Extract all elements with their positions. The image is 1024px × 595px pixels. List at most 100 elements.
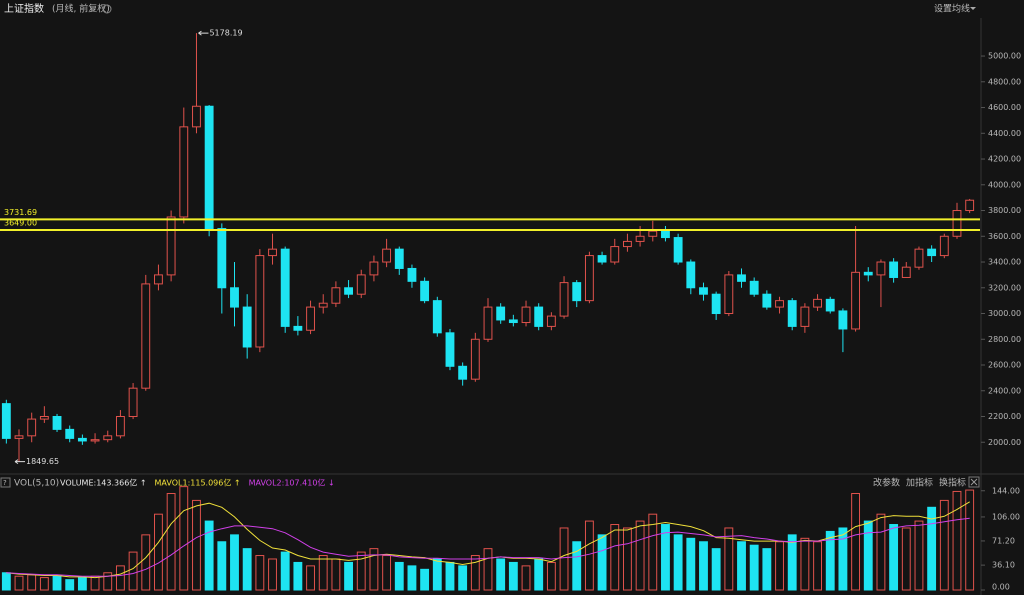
volume-bar	[90, 575, 100, 591]
volume-bar	[762, 548, 772, 591]
subtitle: (月线, 前复权)	[52, 3, 110, 15]
candle-body	[610, 246, 620, 263]
candle-body	[838, 310, 848, 330]
volume-bar	[27, 574, 37, 591]
candle-body	[255, 255, 265, 348]
y-tick-label: 3000.00	[988, 309, 1021, 318]
settings-icon[interactable]	[102, 4, 112, 14]
settings-button[interactable]: 设置均线	[934, 3, 970, 15]
volume-bar	[876, 513, 886, 591]
volume-bar	[65, 579, 75, 591]
candle-body	[584, 255, 594, 302]
close-mark	[970, 478, 978, 486]
candle-body	[927, 248, 937, 257]
candle-body	[470, 338, 480, 380]
candle-body	[686, 261, 696, 289]
candle-body	[27, 418, 37, 437]
volume-bar	[800, 537, 810, 591]
y-tick-label: 3800.00	[988, 206, 1021, 215]
volume-bar	[521, 565, 531, 591]
volume-bar	[661, 524, 670, 591]
candle-body	[597, 255, 607, 263]
volume-bar	[344, 561, 354, 591]
volume-bar	[711, 548, 721, 591]
candle-body	[483, 306, 493, 340]
max-arrow	[198, 30, 209, 36]
dropdown-arrow	[970, 7, 976, 10]
candle-body	[394, 248, 404, 269]
candle-body	[825, 298, 835, 312]
volume-bar	[103, 572, 113, 591]
volume-bar	[52, 575, 62, 591]
candle-body	[217, 228, 227, 289]
close-icon[interactable]	[968, 476, 980, 488]
volume-bar	[939, 499, 949, 591]
help-icon[interactable]	[0, 477, 11, 488]
candle-body	[154, 274, 163, 285]
candle-body	[851, 271, 861, 330]
volume-bar	[217, 541, 227, 591]
candle-body	[204, 105, 214, 230]
candle-body	[876, 261, 886, 276]
title: 上证指数	[4, 2, 44, 15]
y-tick-label: 4800.00	[988, 77, 1021, 86]
indicator-button[interactable]: 改参数	[873, 477, 900, 489]
help-mark: ?	[3, 479, 7, 487]
candle-body	[622, 240, 632, 248]
support-label: 3649.00	[4, 218, 37, 227]
volume-bar	[901, 527, 911, 591]
candle-body	[14, 435, 24, 439]
indicator-button[interactable]: 加指标	[906, 477, 933, 489]
min-label: 1849.65	[26, 457, 59, 466]
candle-body	[1, 403, 11, 439]
volume-bar	[610, 524, 620, 591]
candle-body	[141, 283, 151, 389]
volume-bar	[458, 565, 468, 591]
volume-bar	[952, 490, 962, 591]
indicator-button[interactable]: 换指标	[939, 477, 966, 489]
candle-body	[559, 282, 569, 317]
y-tick-label: 2400.00	[988, 386, 1021, 395]
candle-body	[914, 248, 924, 268]
candle-body	[242, 306, 252, 348]
volume-bar	[914, 520, 924, 591]
candle-body	[800, 306, 810, 327]
volume-bar	[508, 561, 518, 591]
y-tick-label: 0.00	[992, 583, 1010, 592]
candle-body	[534, 306, 544, 327]
volume-bar	[230, 534, 239, 591]
candle-body	[762, 293, 772, 308]
volume-bar	[382, 555, 392, 591]
volume-bar	[306, 565, 315, 591]
volume-bar	[179, 486, 189, 591]
candle-body	[901, 266, 911, 278]
volume-bar	[889, 524, 899, 591]
volume-bar	[470, 555, 480, 591]
candle-body	[863, 271, 873, 276]
candle-body	[699, 287, 708, 295]
volume-bar	[534, 558, 544, 591]
candle-body	[115, 416, 125, 437]
candle-body	[230, 287, 239, 308]
candle-body	[775, 300, 784, 308]
volume-bar	[483, 548, 493, 591]
candle-body	[356, 274, 366, 295]
candle-body	[749, 280, 759, 295]
volume-bar	[775, 541, 784, 591]
volume-bar	[268, 558, 277, 591]
volume-bar	[77, 577, 87, 591]
candle-body	[787, 300, 797, 327]
legend-entry: VOLUME:143.366亿 ↑	[60, 478, 147, 488]
candle-body	[268, 248, 277, 257]
volume-bar	[318, 555, 328, 591]
candle-body	[293, 325, 303, 331]
candle-body	[432, 300, 442, 334]
volume-bar	[686, 537, 696, 591]
volume-bar	[838, 527, 848, 591]
volume-bar	[39, 577, 49, 591]
volume-bar	[407, 565, 417, 591]
candle-body	[179, 126, 189, 218]
volume-bar	[432, 558, 442, 591]
candle-body	[572, 282, 582, 302]
